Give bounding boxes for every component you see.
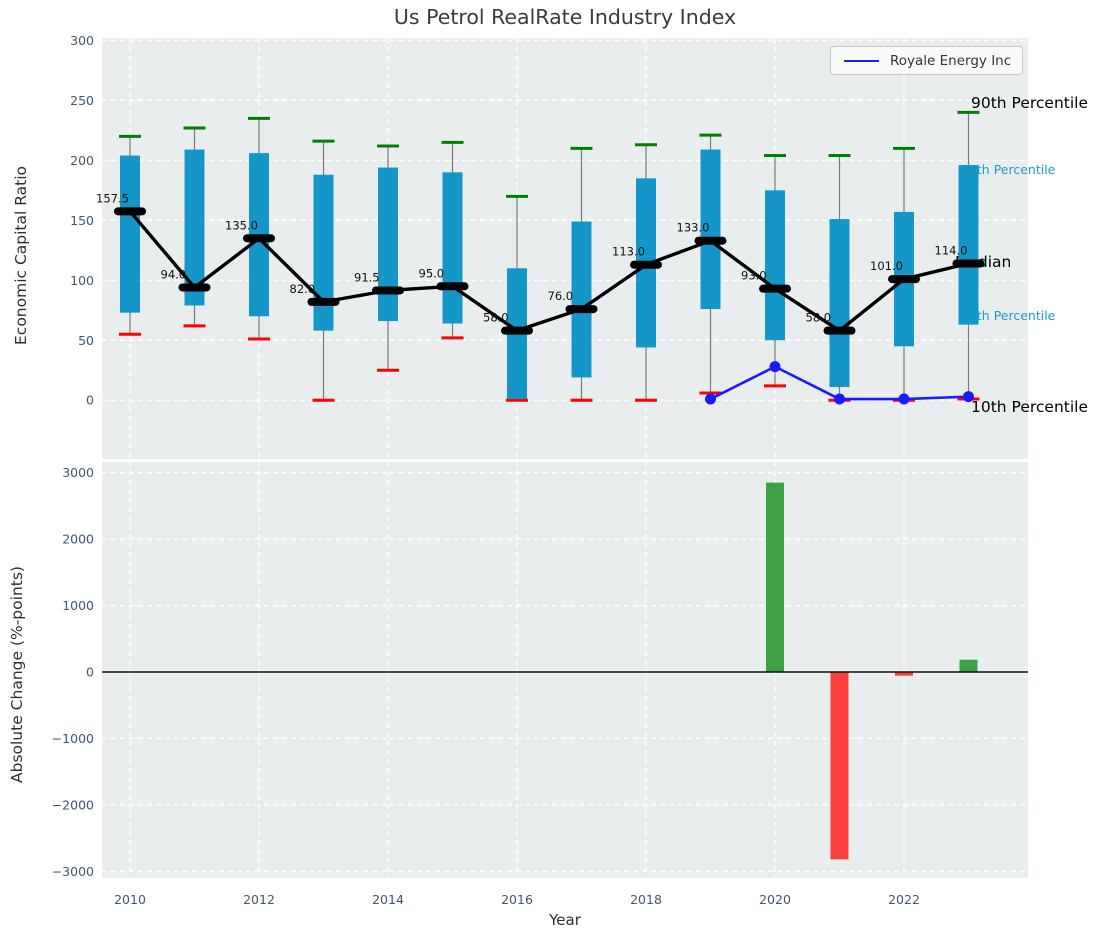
iqr-box-2023 [958,165,979,325]
xtick-2014: 2014 [372,892,404,907]
top-ytick-0: 0 [86,393,94,408]
top-ytick-150: 150 [70,213,94,228]
median-marker-2023 [952,259,985,268]
median-label-2014: 91.5 [354,270,380,284]
company-dot-2022 [898,393,910,405]
company-dot-2020 [769,361,781,373]
bottom-y-axis-label: Absolute Change (%-points) [8,566,26,784]
median-marker-2016 [501,326,533,335]
top-y-axis-label: Economic Capital Ratio [12,165,30,345]
median-label-2015: 95.0 [419,266,445,280]
median-marker-2010 [114,207,146,216]
median-marker-2019 [694,236,727,245]
median-marker-2012 [243,234,275,243]
iqr-box-2015 [442,172,463,324]
median-marker-2014 [372,286,404,295]
top-ytick-200: 200 [70,153,94,168]
company-dot-2021 [834,393,845,405]
xtick-2018: 2018 [630,892,662,907]
iqr-box-2017 [571,221,592,378]
top-ytick-250: 250 [70,93,94,108]
median-label-2020: 93.0 [741,269,767,283]
iqr-box-2013 [313,174,334,331]
chart-title: Us Petrol RealRate Industry Index [393,5,737,29]
top-plot-area [102,38,1028,459]
median-label-2012: 135.0 [225,218,258,232]
median-label-2010: 157.5 [96,191,129,205]
median-label-2011: 94.0 [161,267,187,281]
xtick-2016: 2016 [501,892,533,907]
median-marker-2017 [565,305,598,314]
bottom-ytick-1000: 1000 [62,598,94,613]
bottom-ytick-2000: 2000 [62,532,94,547]
median-label-2013: 82.0 [290,282,316,296]
median-marker-2018 [630,260,662,269]
median-marker-2021 [823,326,856,335]
bottom-ytick-3000: 3000 [62,465,94,480]
change-bar-2022 [895,671,913,676]
bottom-ytick--2000: −2000 [52,797,94,812]
median-marker-2011 [178,283,211,292]
median-label-2022: 101.0 [870,259,903,273]
x-axis-label: Year [549,911,581,929]
median-marker-2022 [888,275,920,284]
median-label-2018: 113.0 [612,245,645,259]
xtick-2010: 2010 [114,892,146,907]
xtick-2022: 2022 [888,892,920,907]
iqr-box-2014 [378,167,398,322]
median-marker-2015 [436,282,469,291]
company-dot-2019 [705,393,716,405]
change-bar-2023 [959,659,978,672]
bottom-ytick--1000: −1000 [52,731,94,746]
top-ytick-50: 50 [78,333,94,348]
median-label-2019: 133.0 [677,221,710,235]
change-bar-2020 [766,482,784,672]
median-label-2021: 58.0 [806,311,832,325]
median-marker-2013 [307,297,340,306]
legend-label: Royale Energy Inc [890,52,1012,69]
annotation-90th-percentile: 90th Percentile [971,94,1088,112]
annotation-75th-percentile: 75th Percentile [961,162,1056,177]
median-label-2016: 58.0 [483,311,509,325]
iqr-box-2021 [829,219,850,388]
median-label-2017: 76.0 [548,289,574,303]
annotation-10th-percentile: 10th Percentile [971,398,1088,416]
median-line [128,210,969,333]
change-bar-2021 [830,671,849,860]
top-ytick-100: 100 [70,273,94,288]
legend: Royale Energy Inc [830,46,1023,75]
xtick-2012: 2012 [243,892,275,907]
annotation-25th-percentile: 25th Percentile [961,308,1056,323]
bottom-ytick--3000: −3000 [52,864,94,879]
median-label-2023: 114.0 [935,243,968,257]
iqr-box-2020 [765,190,785,341]
iqr-box-2010 [120,155,140,313]
bottom-plot-area [102,462,1028,878]
iqr-box-2019 [700,149,721,310]
top-ytick-300: 300 [70,33,94,48]
company-dot-2023 [963,391,974,403]
legend-line-icon [844,59,879,62]
iqr-box-2011 [184,149,205,306]
xtick-2020: 2020 [759,892,791,907]
bottom-ytick-0: 0 [86,664,94,679]
median-marker-2020 [759,284,791,293]
